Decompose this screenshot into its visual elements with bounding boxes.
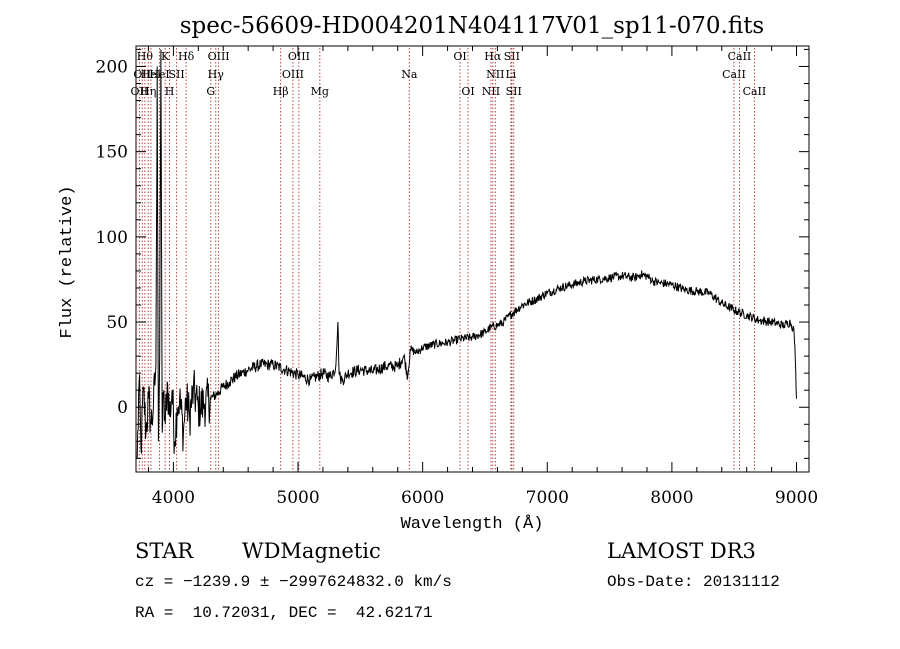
y-axis-label: Flux (relative): [58, 185, 77, 338]
y-axis: 0 50 100 150 200: [96, 48, 809, 459]
y-tick-label: 150: [96, 143, 128, 163]
line-marker-label: K: [161, 50, 170, 63]
line-marker-label: OI: [461, 85, 474, 98]
line-marker-label: OIII: [288, 50, 310, 63]
line-marker-label: SII: [169, 68, 185, 81]
line-marker-label: OII: [131, 85, 149, 98]
line-marker-label: OII: [133, 68, 151, 81]
plot-frame: [135, 45, 810, 473]
line-marker-label: OI: [453, 50, 466, 63]
y-tick-label: 0: [117, 398, 128, 418]
x-tick-label: 8000: [650, 488, 693, 508]
line-marker-label: SII: [506, 85, 522, 98]
line-marker-label: OIII: [282, 68, 304, 81]
line-marker-label: HeI: [149, 68, 169, 81]
line-marker-label: NII: [482, 85, 500, 98]
x-tick-label: 5000: [276, 488, 319, 508]
coordinates: RA = 10.72031, DEC = 42.62171: [135, 604, 433, 622]
chart-title: spec-56609-HD004201N404117V01_sp11-070.f…: [180, 13, 765, 39]
observation-date: Obs-Date: 20131112: [607, 573, 780, 591]
redshift-cz: cz = −1239.9 ± −2997624832.0 km/s: [135, 573, 452, 591]
line-marker-label: OIII: [208, 50, 230, 63]
line-marker-label: Na: [401, 68, 418, 81]
line-marker-label: Hη: [140, 85, 156, 98]
line-marker-label: Hα: [484, 50, 502, 63]
x-tick-label: 9000: [775, 488, 818, 508]
object-subclass: WDMagnetic: [242, 539, 381, 563]
line-marker-label: CaII: [722, 68, 746, 81]
x-axis: 4000 5000 6000 7000 8000 9000: [147, 46, 818, 508]
line-marker-label: SII: [504, 50, 520, 63]
series-flux: [136, 49, 797, 459]
line-marker-label: Hβ: [273, 85, 289, 98]
line-marker-label: G: [206, 85, 215, 98]
y-tick-label: 50: [106, 313, 128, 333]
x-tick-label: 4000: [152, 488, 195, 508]
spectrum-plot: [136, 49, 797, 459]
x-axis-label: Wavelength (Å): [401, 515, 544, 534]
line-marker-label: HeI: [141, 68, 161, 81]
line-marker-label: Hθ: [137, 50, 154, 63]
line-marker-label: H: [165, 85, 175, 98]
line-marker-label: CaII: [728, 50, 752, 63]
y-tick-label: 100: [96, 228, 128, 248]
line-marker-label: Mg: [311, 85, 329, 98]
x-tick-label: 6000: [401, 488, 444, 508]
emission-line-markers: OIIOIIHθHηHeIHeIKHSIIHδGHγOIIIHβOIIIOIII…: [131, 48, 767, 472]
line-marker-label: Li: [505, 68, 516, 81]
line-marker-label: Hγ: [208, 68, 225, 81]
line-marker-label: NII: [486, 68, 504, 81]
y-tick-label: 200: [96, 57, 128, 77]
line-marker-label: Hδ: [178, 50, 195, 63]
survey-name: LAMOST DR3: [607, 539, 756, 563]
line-marker-label: CaII: [743, 85, 767, 98]
object-class: STAR: [135, 539, 194, 563]
x-tick-label: 7000: [526, 488, 569, 508]
